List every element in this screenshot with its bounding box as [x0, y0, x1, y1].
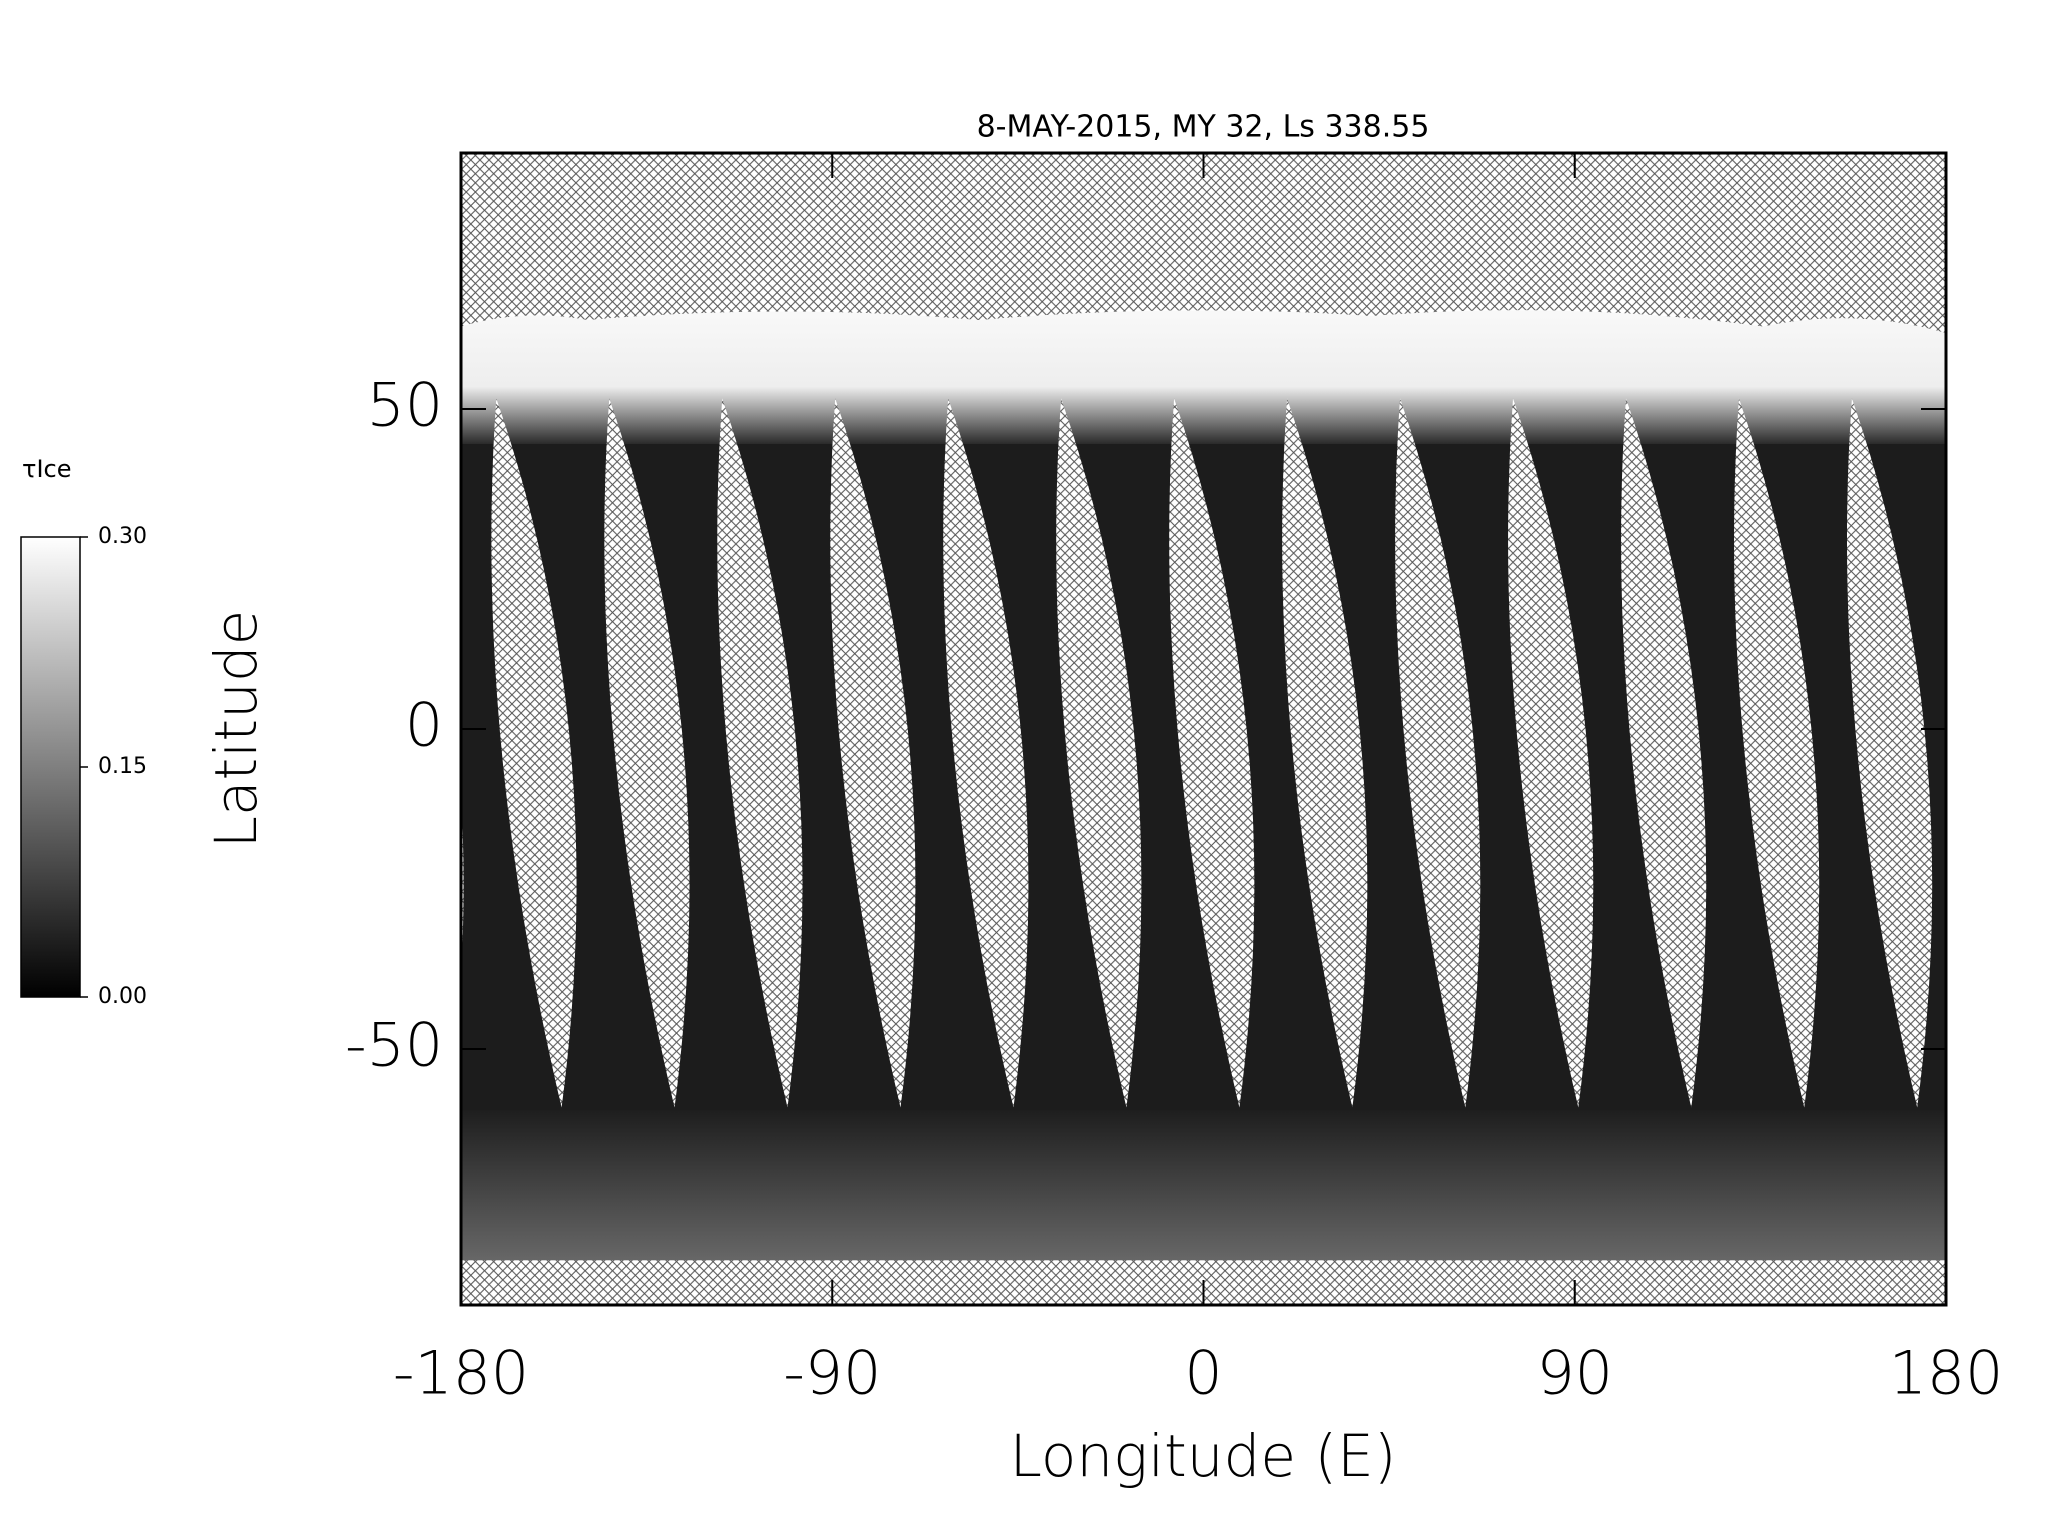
- data-gap: [1508, 398, 1594, 1108]
- data-gap: [1846, 398, 1933, 1108]
- colorbar-tick-label: 0.30: [98, 524, 147, 549]
- data-gap: [1169, 398, 1255, 1108]
- data-gap: [830, 398, 916, 1108]
- colorbar: [21, 537, 80, 997]
- data-gap: [943, 398, 1029, 1108]
- data-gap: [1282, 398, 1368, 1108]
- plot-frame: [459, 151, 1948, 1307]
- data-gap: [1960, 398, 2045, 1107]
- x-tick-label: 180: [1889, 1339, 2004, 1409]
- chart-title: 8-MAY-2015, MY 32, Ls 338.55: [977, 110, 1430, 145]
- colorbar-tick-label: 0.00: [98, 984, 147, 1009]
- data-gap: [1395, 398, 1481, 1108]
- data-gap: [1056, 398, 1142, 1108]
- y-tick-label: -50: [345, 1011, 443, 1081]
- data-gap: [1734, 398, 1820, 1108]
- y-axis-label: Latitude: [202, 610, 270, 849]
- data-gap: [491, 398, 577, 1108]
- data-gap: [604, 398, 690, 1108]
- x-tick-label: -90: [783, 1339, 881, 1409]
- y-tick-label: 50: [367, 371, 443, 441]
- colorbar-tick-label: 0.15: [98, 754, 147, 779]
- map-image: [461, 152, 2045, 1305]
- x-axis-label: Longitude (E): [1010, 1422, 1397, 1490]
- colorbar-label: τIce: [22, 455, 72, 483]
- x-tick-label: 90: [1537, 1339, 1613, 1409]
- x-tick-label: 0: [1184, 1339, 1222, 1409]
- data-gap: [1621, 398, 1707, 1108]
- x-tick-label: -180: [393, 1339, 529, 1409]
- data-gap: [717, 398, 803, 1108]
- y-tick-label: 0: [405, 691, 443, 761]
- colorbar-frame: [20, 536, 81, 998]
